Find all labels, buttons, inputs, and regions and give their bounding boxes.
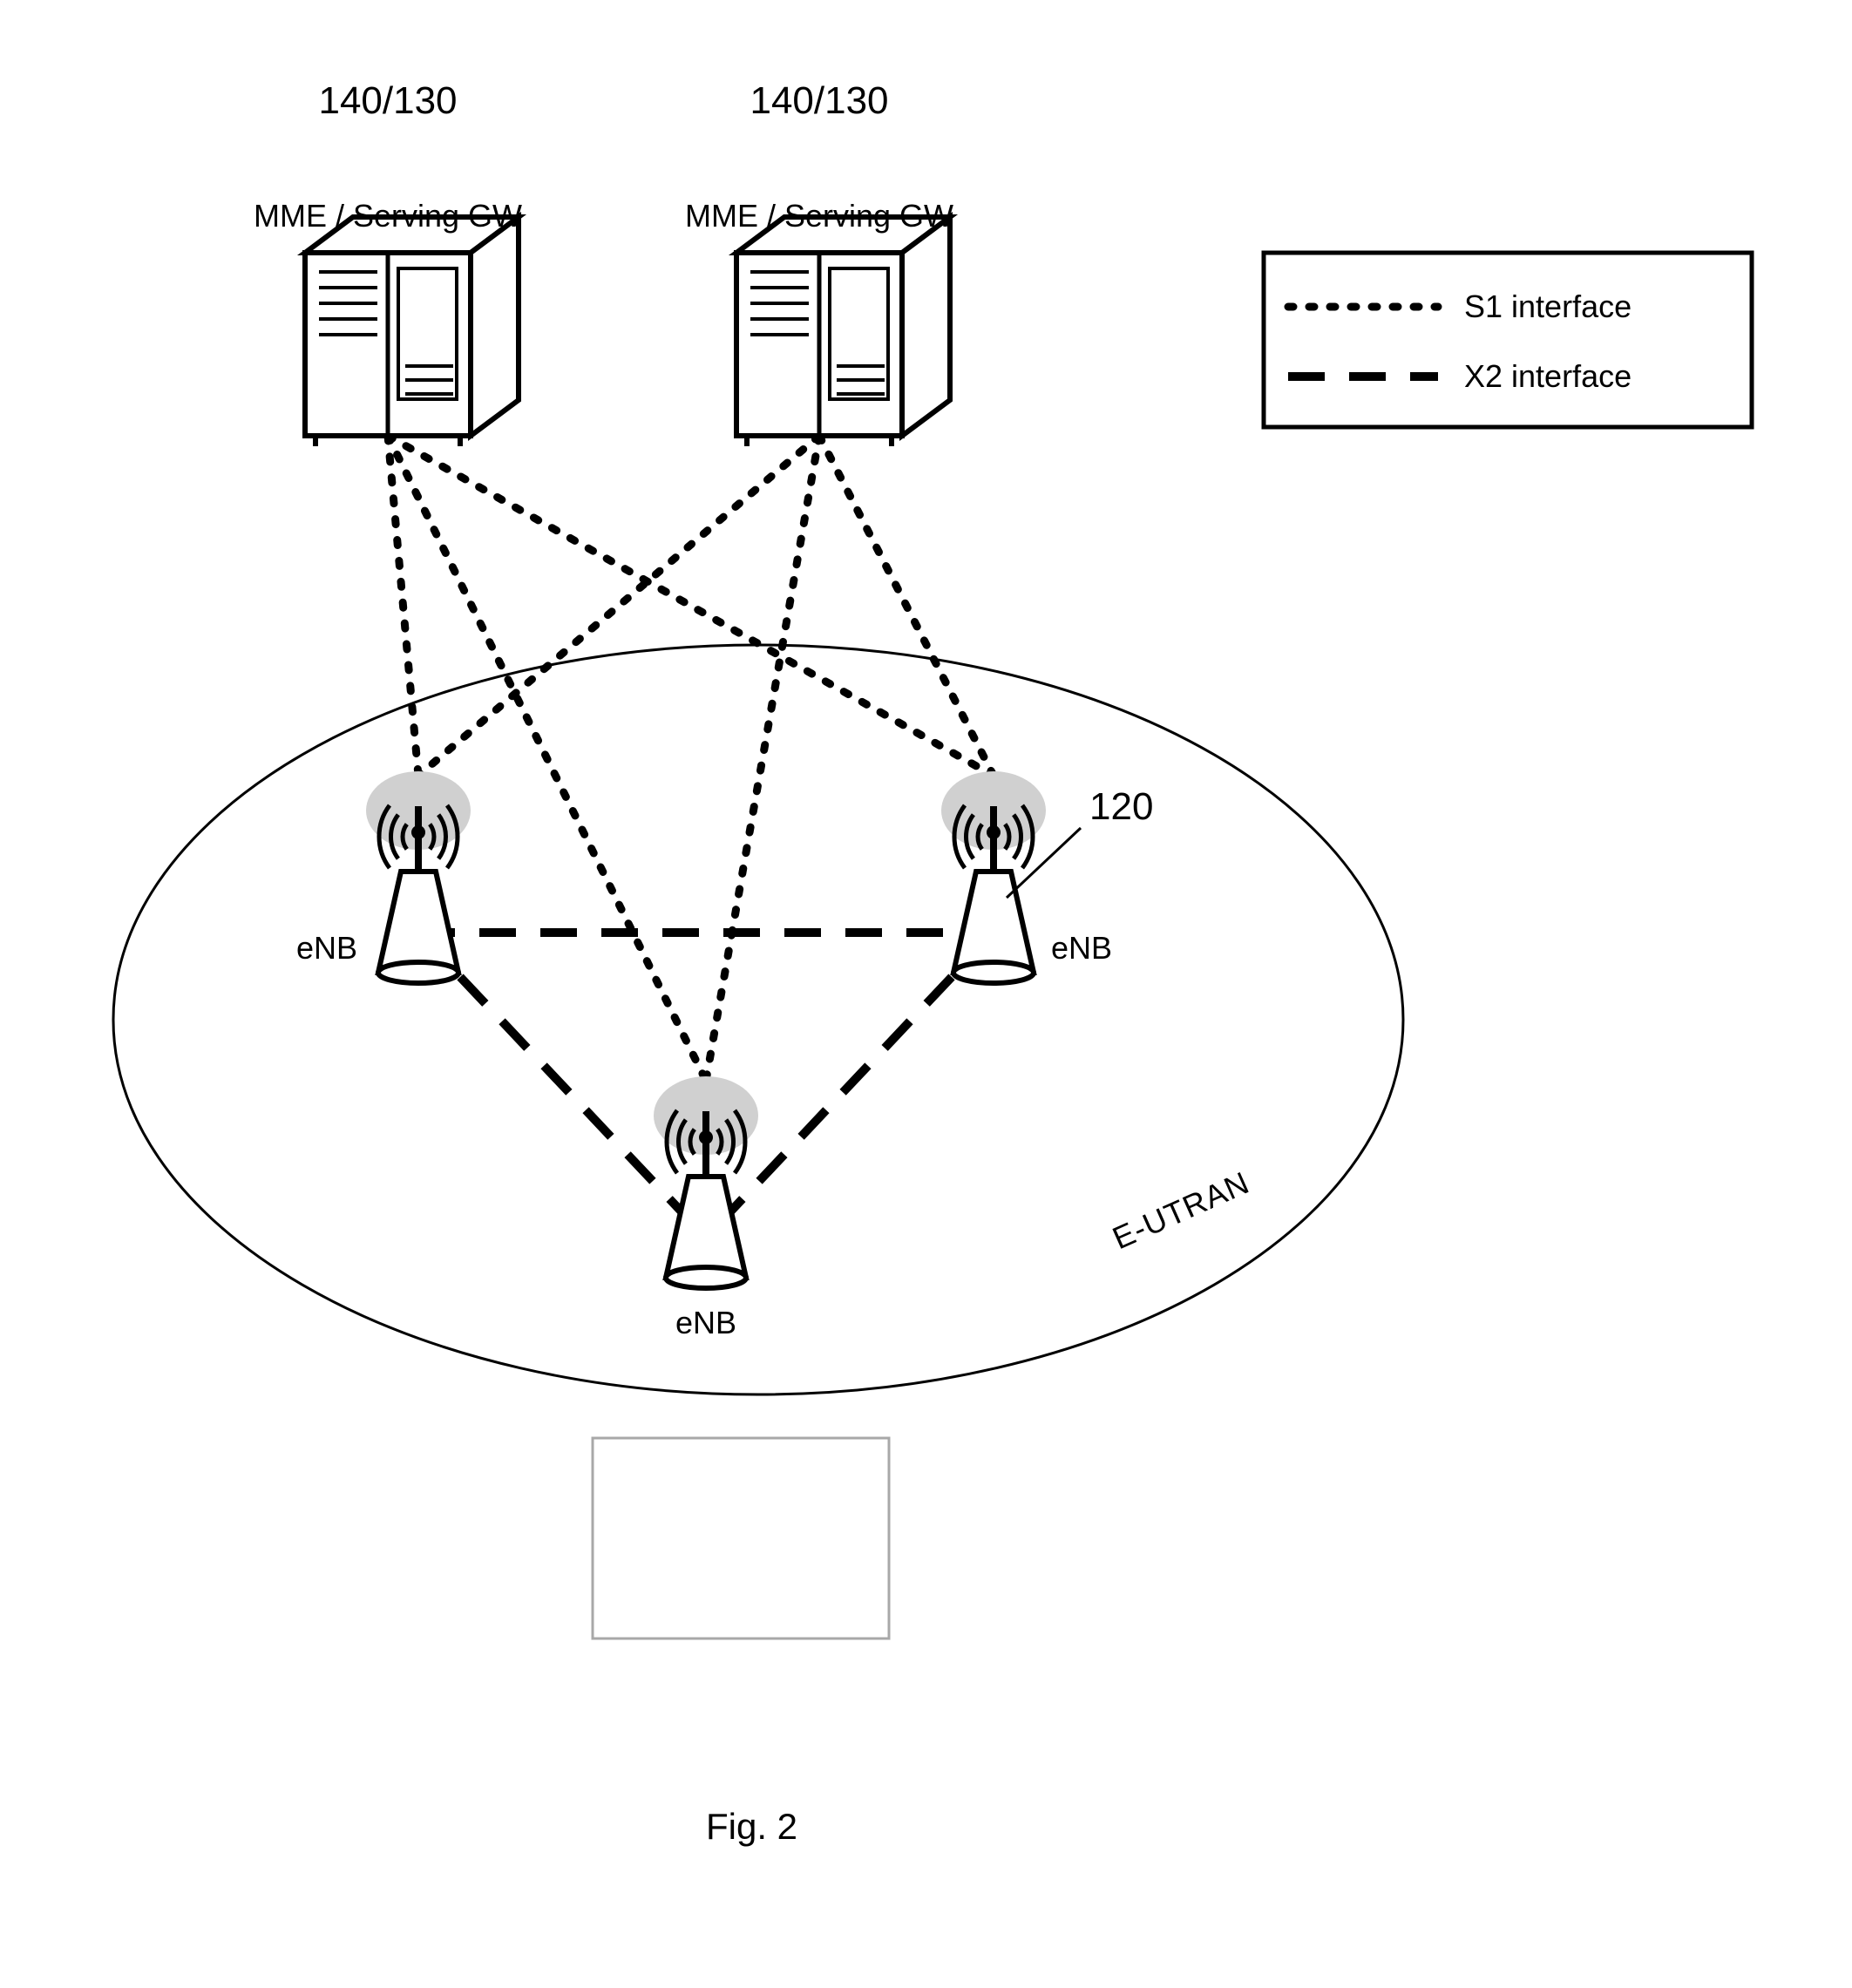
ref-right: 140/130	[750, 79, 888, 122]
eutran-label: E-UTRAN	[1107, 1164, 1254, 1256]
x2-link	[418, 933, 706, 1238]
eutran-ellipse	[113, 645, 1403, 1394]
server-label: MME / Serving GW	[254, 198, 522, 234]
legend-label: S1 interface	[1464, 288, 1632, 324]
x2-link	[706, 933, 994, 1238]
s1-link	[388, 436, 418, 776]
srv-left	[305, 217, 519, 446]
enb-label: eNB	[296, 930, 357, 966]
enb-ref-label: 120	[1089, 785, 1153, 828]
figure-caption: Fig. 2	[706, 1806, 797, 1847]
empty-box	[593, 1438, 889, 1639]
s1-link	[706, 436, 819, 1081]
srv-right	[736, 217, 950, 446]
enb-left	[366, 771, 471, 983]
legend-label: X2 interface	[1464, 358, 1632, 394]
ref-left: 140/130	[318, 79, 457, 122]
enb-label: eNB	[675, 1305, 736, 1340]
enb-bottom	[654, 1076, 758, 1288]
legend-box	[1264, 253, 1752, 427]
enb-label: eNB	[1051, 930, 1112, 966]
server-label: MME / Serving GW	[685, 198, 953, 234]
